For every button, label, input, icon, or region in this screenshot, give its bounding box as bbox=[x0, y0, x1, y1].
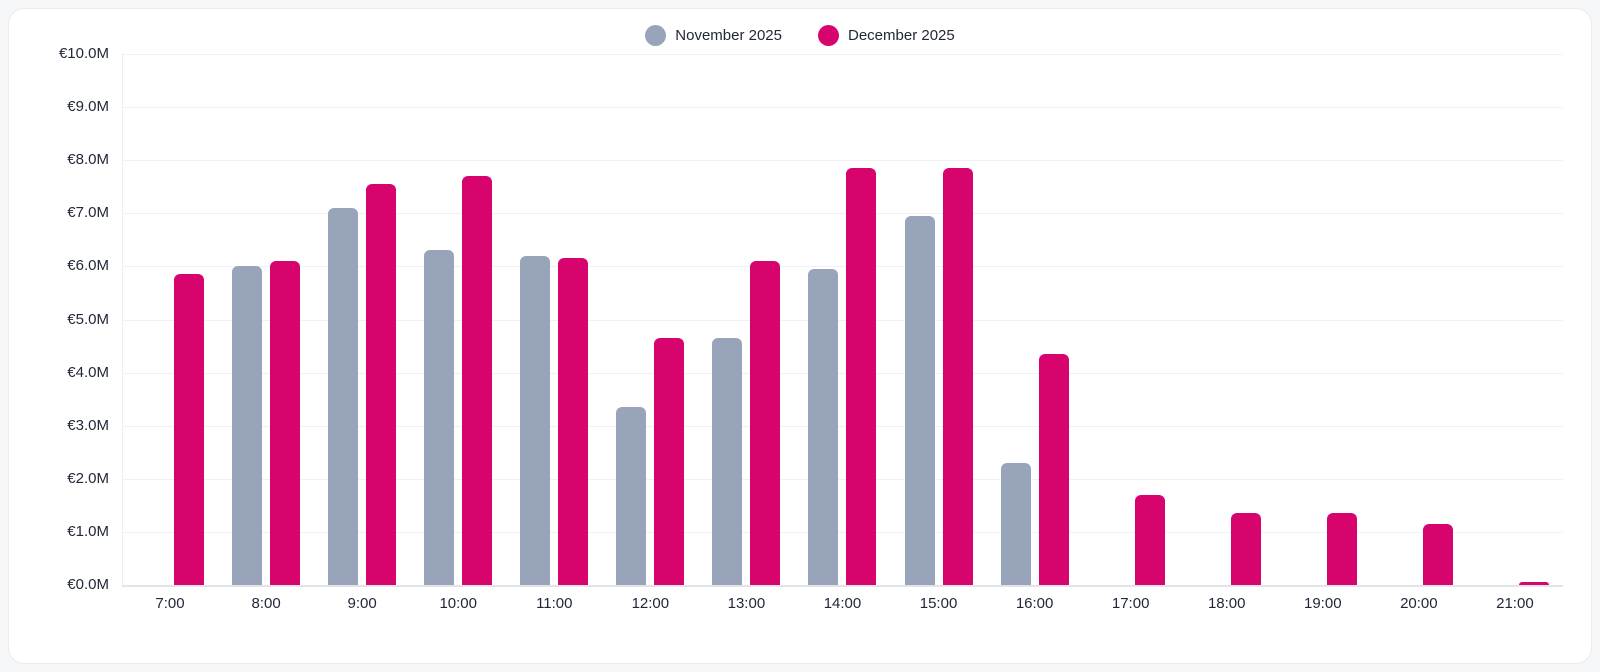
bar-december-2025-800[interactable] bbox=[270, 261, 301, 585]
bar-group-1200 bbox=[602, 54, 698, 585]
bar-november-2025-1000[interactable] bbox=[424, 250, 455, 585]
bar-group-700 bbox=[122, 54, 218, 585]
bar-november-2025-1200[interactable] bbox=[616, 407, 647, 585]
y-gridline bbox=[122, 425, 1563, 427]
x-tick-label: 10:00 bbox=[439, 595, 477, 612]
bar-december-2025-900[interactable] bbox=[366, 184, 397, 585]
y-tick-label: €2.0M bbox=[67, 469, 109, 487]
y-tick-label: €4.0M bbox=[67, 363, 109, 381]
bar-december-2025-700[interactable] bbox=[174, 274, 205, 585]
y-gridline bbox=[122, 372, 1563, 374]
x-tick-label: 7:00 bbox=[155, 595, 185, 612]
bar-group-1800 bbox=[1179, 54, 1275, 585]
bar-group-900 bbox=[314, 54, 410, 585]
legend-item-december-2025[interactable]: December 2025 bbox=[818, 25, 955, 46]
y-tick-label: €6.0M bbox=[67, 257, 109, 275]
x-axis-labels: 7:00 8:00 9:00 10:00 11:00 12:00 13:00 14:00 15:… bbox=[122, 595, 1563, 612]
x-tick-label: 13:00 bbox=[727, 595, 766, 612]
x-tick-label: 16:00 bbox=[1015, 595, 1054, 612]
bar-november-2025-900[interactable] bbox=[328, 208, 359, 585]
bar-group-1300 bbox=[698, 54, 794, 585]
plot-area bbox=[122, 54, 1563, 585]
y-tick-label: €8.0M bbox=[67, 151, 109, 169]
bar-group-1100 bbox=[506, 54, 602, 585]
bar-december-2025-1000[interactable] bbox=[462, 176, 493, 585]
legend-item-november-2025[interactable]: November 2025 bbox=[645, 25, 782, 46]
y-tick-label: €7.0M bbox=[67, 204, 109, 222]
bar-december-2025-1800[interactable] bbox=[1230, 513, 1261, 585]
bar-december-2025-1500[interactable] bbox=[942, 168, 973, 585]
bar-november-2025-1500[interactable] bbox=[904, 215, 935, 585]
bar-group-800 bbox=[218, 54, 314, 585]
x-tick-label: 15:00 bbox=[919, 595, 958, 612]
chart-card: November 2025 December 2025 €10.0M €9.0M €8… bbox=[8, 8, 1592, 664]
bar-group-2000 bbox=[1371, 54, 1467, 585]
x-tick-label: 8:00 bbox=[251, 595, 281, 612]
bar-november-2025-1600[interactable] bbox=[1000, 462, 1031, 585]
bar-group-2100 bbox=[1467, 54, 1563, 585]
bar-december-2025-1400[interactable] bbox=[846, 168, 877, 585]
y-tick-label: €0.0M bbox=[67, 576, 109, 593]
y-tick-label: €10.0M bbox=[58, 45, 109, 62]
bar-group-1500 bbox=[891, 54, 987, 585]
y-tick-label: €3.0M bbox=[67, 416, 109, 434]
y-gridline bbox=[122, 107, 1563, 109]
bar-december-2025-1300[interactable] bbox=[750, 261, 781, 585]
y-tick-label: €5.0M bbox=[67, 310, 109, 328]
bar-group-1900 bbox=[1275, 54, 1371, 585]
x-tick-label: 19:00 bbox=[1304, 595, 1342, 612]
bar-group-1600 bbox=[987, 54, 1083, 585]
x-tick-label: 12:00 bbox=[631, 595, 670, 612]
bar-chart: November 2025 December 2025 €10.0M €9.0M €8… bbox=[9, 9, 1591, 663]
bar-december-2025-1100[interactable] bbox=[558, 258, 589, 585]
y-gridline bbox=[122, 319, 1563, 321]
y-axis-line bbox=[122, 54, 123, 585]
bar-november-2025-1100[interactable] bbox=[520, 255, 551, 585]
legend-dot-icon bbox=[818, 25, 839, 46]
x-tick-label: 21:00 bbox=[1496, 595, 1534, 612]
x-tick-label: 14:00 bbox=[823, 595, 862, 612]
bar-december-2025-1200[interactable] bbox=[654, 338, 685, 585]
legend-label: November 2025 bbox=[675, 27, 782, 44]
bar-november-2025-1400[interactable] bbox=[808, 269, 839, 585]
y-gridline bbox=[122, 213, 1563, 215]
bar-december-2025-1600[interactable] bbox=[1038, 354, 1069, 585]
y-gridline bbox=[122, 266, 1563, 268]
legend-dot-icon bbox=[645, 25, 667, 46]
x-tick-label: 18:00 bbox=[1207, 595, 1246, 612]
x-tick-label: 17:00 bbox=[1111, 595, 1150, 612]
y-gridline bbox=[122, 160, 1563, 162]
y-gridline bbox=[122, 478, 1563, 480]
y-gridline bbox=[122, 54, 1563, 55]
x-tick-label: 11:00 bbox=[536, 595, 573, 612]
bar-group-1400 bbox=[794, 54, 890, 585]
x-tick-label: 20:00 bbox=[1400, 595, 1438, 612]
bar-group-1700 bbox=[1083, 54, 1179, 585]
y-tick-label: €1.0M bbox=[67, 522, 109, 540]
bar-december-2025-1900[interactable] bbox=[1326, 513, 1357, 585]
chart-legend: November 2025 December 2025 bbox=[9, 25, 1591, 46]
bar-group-1000 bbox=[410, 54, 506, 585]
x-axis-baseline bbox=[122, 585, 1563, 587]
x-tick-label: 9:00 bbox=[347, 595, 377, 612]
bar-december-2025-1700[interactable] bbox=[1134, 494, 1165, 585]
bar-november-2025-1300[interactable] bbox=[712, 338, 743, 585]
y-gridline bbox=[122, 531, 1563, 533]
legend-label: December 2025 bbox=[848, 27, 955, 44]
bar-december-2025-2100[interactable] bbox=[1518, 582, 1549, 585]
bar-november-2025-800[interactable] bbox=[232, 266, 263, 585]
bar-december-2025-2000[interactable] bbox=[1422, 523, 1453, 585]
y-tick-label: €9.0M bbox=[67, 98, 109, 116]
